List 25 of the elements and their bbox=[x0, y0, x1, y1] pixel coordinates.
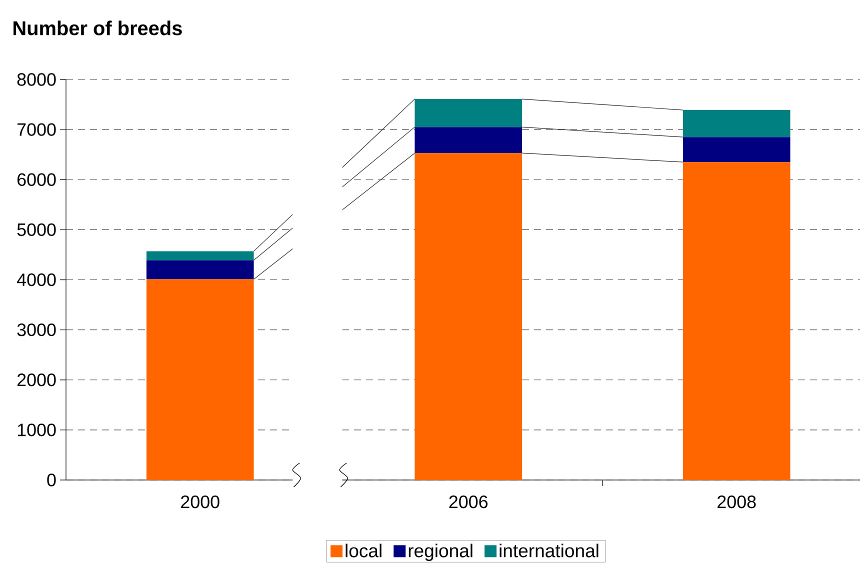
bar bbox=[682, 162, 790, 480]
y-tick-label: 0 bbox=[47, 474, 56, 486]
bar bbox=[146, 251, 254, 260]
y-tick-label: 3000 bbox=[17, 323, 56, 336]
y-tick-label: 1000 bbox=[18, 424, 56, 436]
y-tick-label: 4000 bbox=[16, 273, 56, 286]
bar bbox=[414, 153, 522, 480]
y-tick-label: 7000 bbox=[18, 123, 56, 136]
bar bbox=[146, 260, 254, 280]
x-tick-label: 2008 bbox=[718, 496, 756, 508]
bar bbox=[414, 99, 522, 128]
legend-label: regional bbox=[408, 544, 472, 562]
y-tick-label: 5000 bbox=[17, 223, 56, 236]
y-tick-label: 6000 bbox=[17, 173, 56, 186]
bar bbox=[146, 279, 254, 480]
legend-label: local bbox=[346, 544, 382, 558]
y-tick-label: 8000 bbox=[17, 73, 56, 86]
bar bbox=[414, 127, 522, 154]
x-tick-label: 2006 bbox=[449, 496, 488, 508]
bar bbox=[682, 110, 790, 138]
y-tick-label: 2000 bbox=[17, 374, 56, 386]
x-tick-label: 2000 bbox=[181, 496, 220, 508]
bar bbox=[682, 137, 790, 162]
chart-title: Number of breeds bbox=[14, 20, 182, 36]
legend-label: international bbox=[500, 544, 598, 558]
